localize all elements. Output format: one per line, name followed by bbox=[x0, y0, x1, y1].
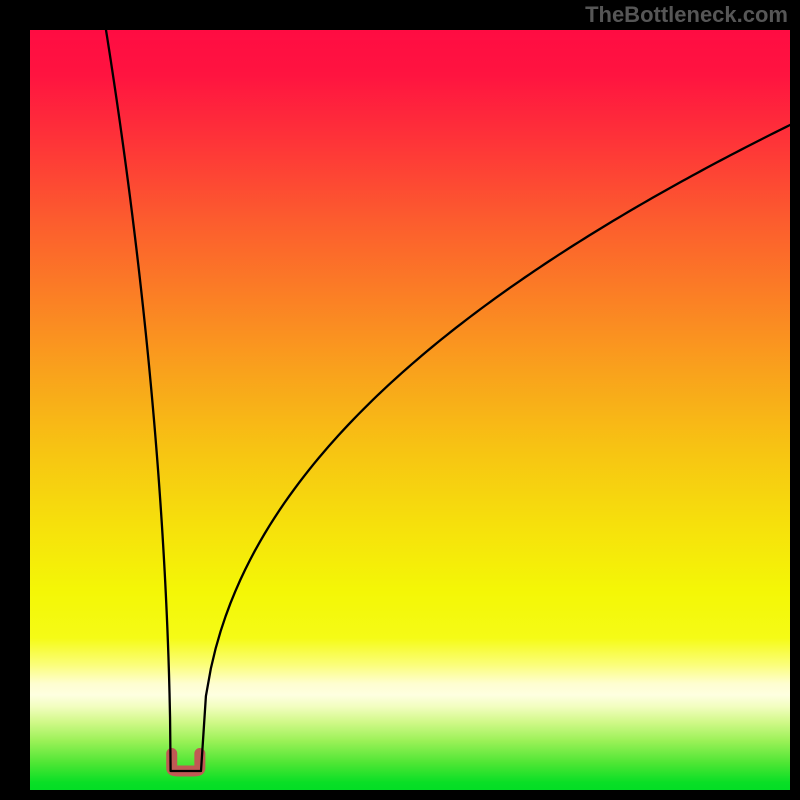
bottleneck-curve bbox=[30, 30, 790, 790]
dip-marker bbox=[172, 754, 200, 771]
plot-area bbox=[30, 30, 790, 790]
curve-line bbox=[106, 30, 790, 771]
chart-container: TheBottleneck.com bbox=[0, 0, 800, 800]
watermark-text: TheBottleneck.com bbox=[585, 2, 788, 28]
